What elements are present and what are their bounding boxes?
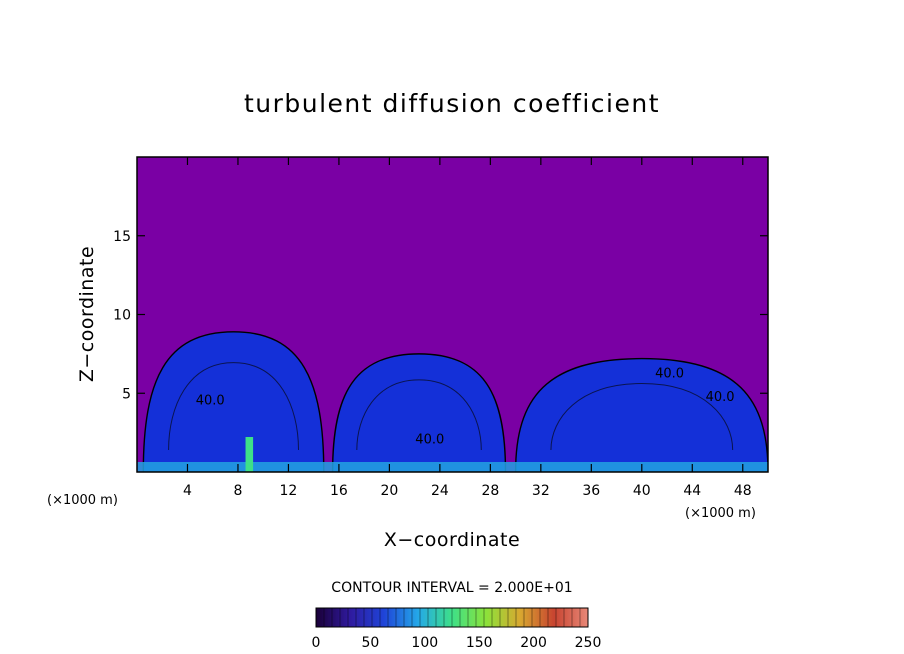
x-tick-label: 28 xyxy=(481,483,499,499)
x-tick-label: 48 xyxy=(734,483,752,499)
x-tick-label: 40 xyxy=(633,483,651,499)
x-axis-label: X−coordinate xyxy=(384,529,520,551)
x-unit-label: (×1000 m) xyxy=(685,506,756,521)
x-tick-label: 8 xyxy=(233,483,242,499)
contour-line-2 xyxy=(356,379,482,451)
contour-interval-label: CONTOUR INTERVAL = 2.000E+01 xyxy=(331,580,572,596)
contour-label-3: 40.0 xyxy=(655,367,684,382)
ground-layer xyxy=(137,462,768,472)
contour-labels: 40.0 40.0 40.0 40.0 xyxy=(196,367,735,448)
contour-label-2: 40.0 xyxy=(415,433,444,448)
turbulence-field xyxy=(137,331,768,472)
colorbar: 0 50 100 150 200 250 xyxy=(312,607,602,651)
turbulence-bubble-2 xyxy=(331,353,507,472)
x-axis-ticks: 4 8 12 16 20 24 28 32 36 40 44 48 xyxy=(183,157,752,499)
contour-line-1 xyxy=(168,362,300,451)
x-tick-label: 32 xyxy=(532,483,550,499)
colorbar-tick-label: 250 xyxy=(575,635,602,651)
z-unit-label: (×1000 m) xyxy=(47,493,118,508)
colorbar-tick-label: 0 xyxy=(312,635,321,651)
y-axis-label: Z−coordinate xyxy=(76,246,98,382)
contour-label-1: 40.0 xyxy=(196,393,225,408)
turbulence-bubble-3 xyxy=(514,357,768,472)
contour-line-3 xyxy=(550,383,734,451)
y-tick-label: 5 xyxy=(122,386,131,402)
y-tick-label: 10 xyxy=(113,308,131,324)
x-tick-label: 36 xyxy=(582,483,600,499)
colorbar-tick-label: 200 xyxy=(520,635,547,651)
colorbar-tick-label: 50 xyxy=(361,635,379,651)
x-tick-label: 16 xyxy=(330,483,348,499)
x-tick-label: 4 xyxy=(183,483,192,499)
turbulence-bubble-1 xyxy=(142,331,325,472)
y-tick-label: 15 xyxy=(113,229,131,245)
colorbar-ticks: 0 50 100 150 200 250 xyxy=(312,635,602,651)
colorbar-frame xyxy=(315,607,589,628)
contour-label-4: 40.0 xyxy=(706,390,735,405)
colorbar-tick-label: 100 xyxy=(411,635,438,651)
updraft-core xyxy=(245,437,254,472)
plot-area: 40.040.040.040.0 4 8 12 16 20 24 28 32 36 40 44 48 … xyxy=(113,156,769,499)
x-tick-label: 24 xyxy=(431,483,449,499)
colorbar-tick-label: 150 xyxy=(466,635,493,651)
x-tick-label: 44 xyxy=(683,483,701,499)
x-tick-label: 20 xyxy=(380,483,398,499)
y-axis-ticks: 5 10 15 xyxy=(113,229,768,402)
x-tick-label: 12 xyxy=(280,483,298,499)
chart-title: turbulent diffusion coefficient xyxy=(244,89,660,118)
